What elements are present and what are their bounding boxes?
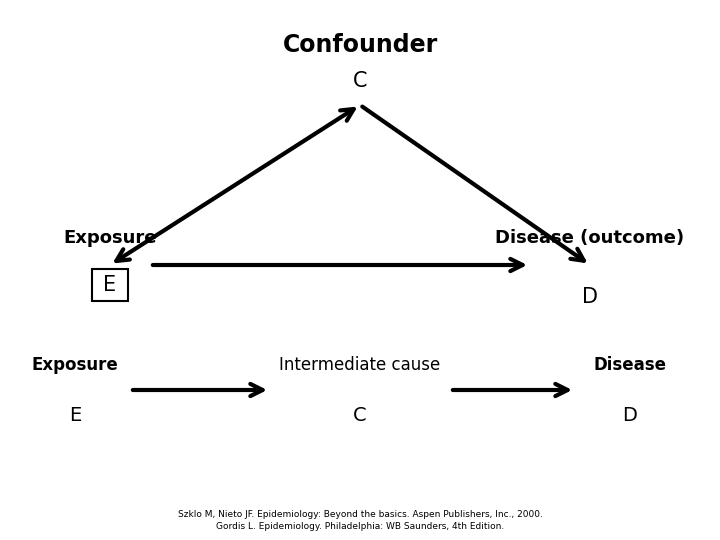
Text: Exposure: Exposure [32,356,118,374]
Text: D: D [582,287,598,307]
Text: C: C [353,71,367,91]
Text: Disease: Disease [593,356,667,374]
Text: E: E [69,406,81,425]
Text: C: C [354,406,366,425]
Text: D: D [623,406,637,425]
Text: Exposure: Exposure [63,229,157,247]
Text: Gordis L. Epidemiology. Philadelphia: WB Saunders, 4th Edition.: Gordis L. Epidemiology. Philadelphia: WB… [216,522,504,531]
Bar [92,269,128,301]
Text: Disease (outcome): Disease (outcome) [495,229,685,247]
Text: E: E [104,275,117,295]
Text: Intermediate cause: Intermediate cause [279,356,441,374]
Text: Confounder: Confounder [282,33,438,57]
Text: Szklo M, Nieto JF. Epidemiology: Beyond the basics. Aspen Publishers, Inc., 2000: Szklo M, Nieto JF. Epidemiology: Beyond … [178,510,542,519]
